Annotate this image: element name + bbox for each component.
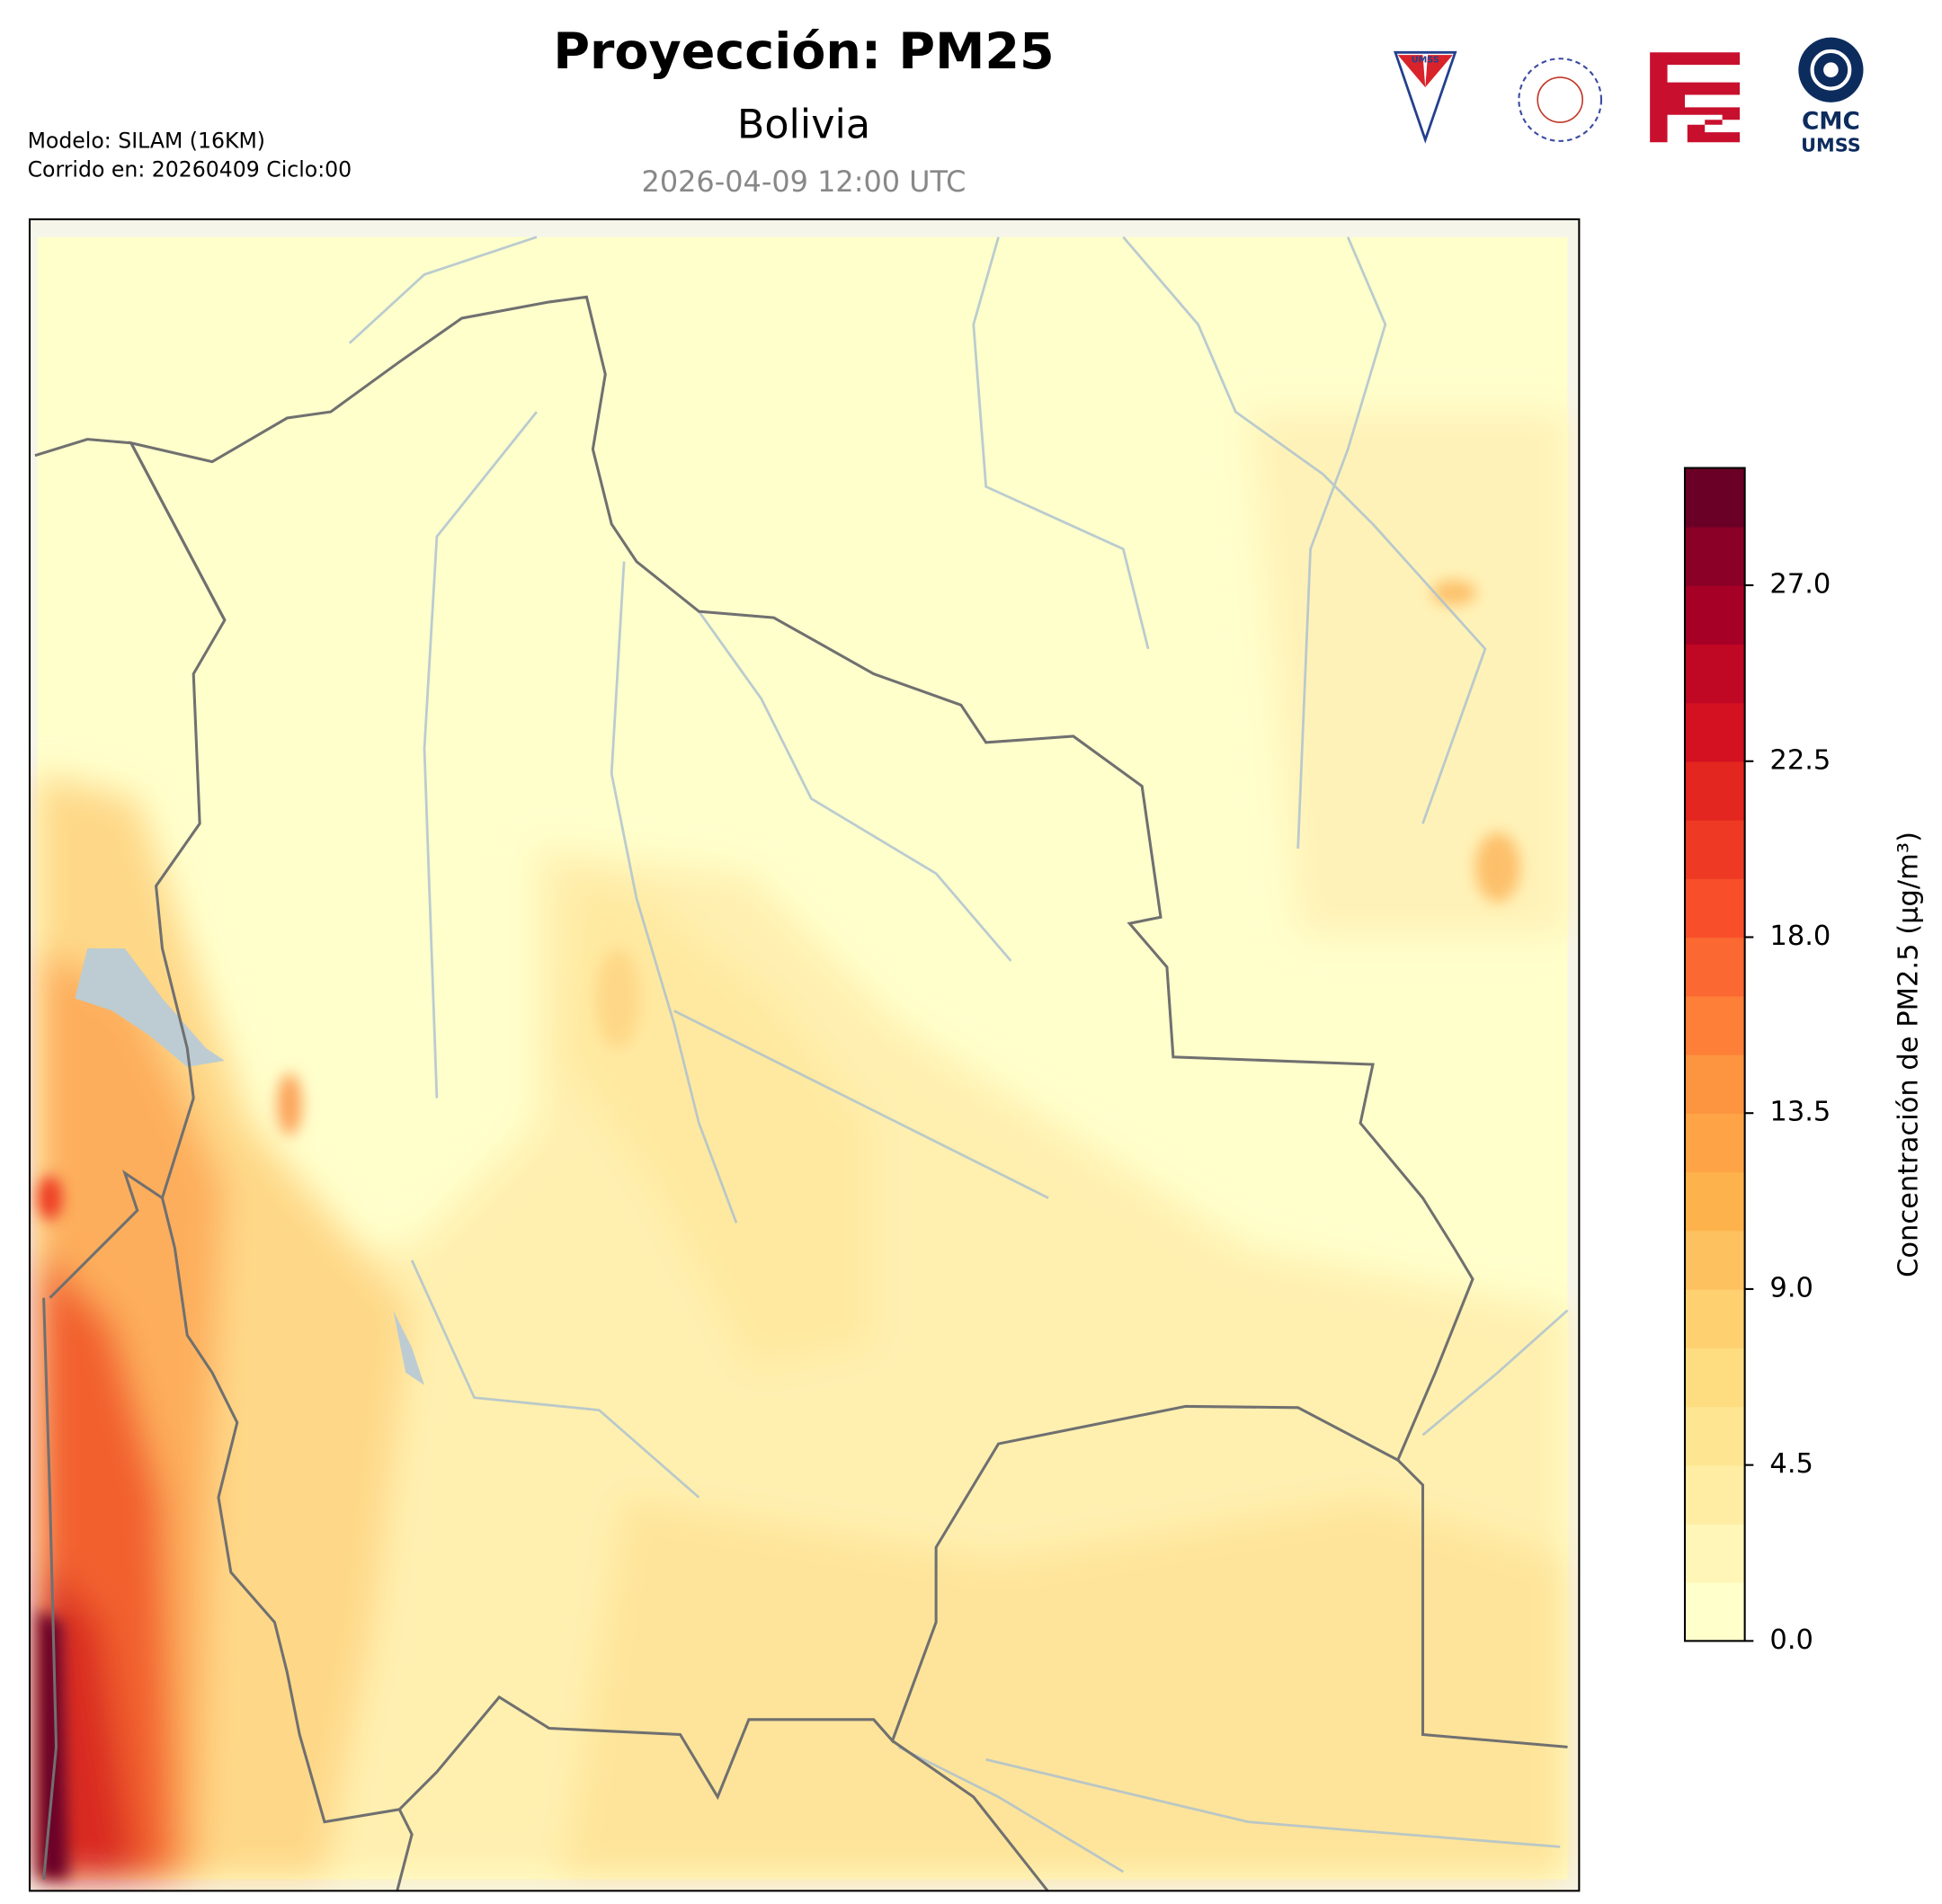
cmc-logo-ring (1810, 49, 1852, 91)
colorbar-tick-label: 4.5 (1769, 1448, 1813, 1480)
colorbar: 0.0 4.5 9.0 13.5 18.0 22.5 27.0 (1683, 467, 1831, 1656)
umss-text: UMSS (1412, 56, 1439, 66)
colorbar-tick-label: 13.5 (1769, 1097, 1831, 1128)
colorbar-tick-label: 27.0 (1769, 569, 1831, 601)
cmc-text: CMC (1802, 109, 1860, 136)
subtitle: Bolivia (737, 102, 870, 148)
umss-red (1397, 55, 1426, 88)
colorbar-level (1685, 1582, 1745, 1642)
cmc-logo-dot (1823, 62, 1839, 78)
colorbar-level (1685, 1464, 1745, 1525)
fisica-logo-inner (1537, 76, 1584, 123)
colorbar-level (1685, 937, 1745, 997)
institute-logo (1650, 52, 1741, 143)
borders (34, 295, 1568, 1892)
rivers (348, 236, 1569, 1873)
model-info: Modelo: SILAM (16KM) (28, 129, 265, 154)
colorbar-level (1685, 1171, 1745, 1232)
colorbar-level (1685, 1230, 1745, 1290)
colorbar-level (1685, 702, 1745, 762)
fisica-logo (1518, 58, 1603, 142)
colorbar-level (1685, 1523, 1745, 1583)
colorbar-tick-label: 0.0 (1769, 1624, 1813, 1656)
colorbar-level (1685, 1113, 1745, 1173)
umss-red (1425, 55, 1453, 88)
colorbar-level (1685, 1054, 1745, 1114)
field-hotspots (37, 580, 1520, 1880)
colorbar-level (1685, 644, 1745, 704)
colorbar-level (1685, 1348, 1745, 1408)
colorbar-level (1685, 467, 1745, 528)
colorbar-tick-label: 9.0 (1769, 1272, 1813, 1303)
cmc-sub-text: UMSS (1801, 134, 1861, 156)
colorbar-level (1685, 819, 1745, 879)
colorbar-level (1685, 878, 1745, 939)
datetime: 2026-04-09 12:00 UTC (642, 165, 967, 199)
colorbar-tick-label: 18.0 (1769, 921, 1831, 952)
map (28, 218, 1581, 1892)
colorbar-label: Concentración de PM2.5 (µg/m³) (1893, 832, 1924, 1277)
colorbar-level (1685, 585, 1745, 645)
colorbar-level (1685, 995, 1745, 1055)
run-info: Corrido en: 20260409 Ciclo:00 (28, 157, 352, 182)
colorbar-frame (1683, 467, 1746, 1642)
colorbar-level (1685, 526, 1745, 586)
logos: UMSS CMC UMSS (1394, 37, 1864, 156)
title: Proyección: PM25 (553, 22, 1054, 81)
lake-poopo (393, 1310, 425, 1385)
umss-shield (1394, 50, 1457, 144)
colorbar-level (1685, 1288, 1745, 1348)
colorbar-tick-label: 22.5 (1769, 744, 1831, 776)
colorbar-level (1685, 1406, 1745, 1466)
colorbar-level (1685, 761, 1745, 821)
lake-titicaca (75, 948, 225, 1067)
